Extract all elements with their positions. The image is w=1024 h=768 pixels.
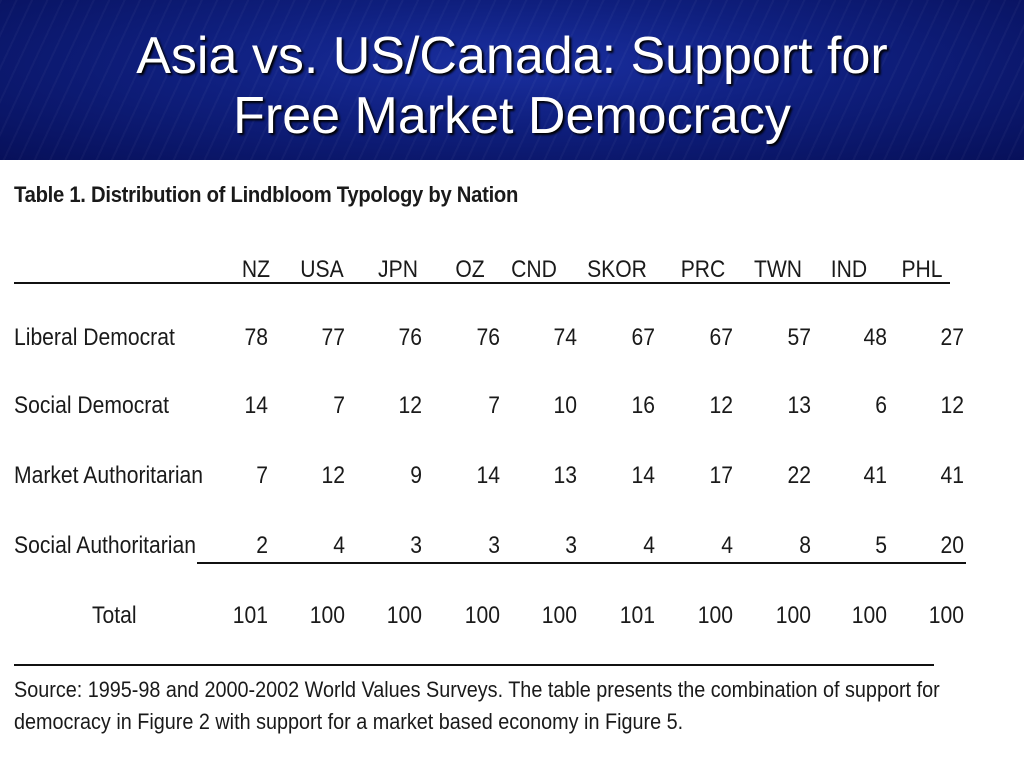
table-cell: 5 — [875, 532, 887, 559]
table-cell: 10 — [553, 392, 577, 419]
table-cell: 2 — [256, 532, 268, 559]
row-label: Liberal Democrat — [14, 324, 175, 351]
source-note: Source: 1995-98 and 2000-2002 World Valu… — [14, 674, 1004, 738]
table-cell: 12 — [709, 392, 733, 419]
table-cell: 22 — [787, 462, 811, 489]
source-note-line-2: democracy in Figure 2 with support for a… — [14, 709, 684, 734]
slide-title: Asia vs. US/Canada: Support for Free Mar… — [0, 26, 1024, 146]
table-cell: 74 — [553, 324, 577, 351]
slide-header: Asia vs. US/Canada: Support for Free Mar… — [0, 0, 1024, 160]
table-cell: 78 — [244, 324, 268, 351]
table-cell: 14 — [631, 462, 655, 489]
source-note-line-1: Source: 1995-98 and 2000-2002 World Valu… — [14, 677, 940, 702]
total-rule — [197, 562, 966, 564]
table-cell: 67 — [709, 324, 733, 351]
table-cell: 57 — [787, 324, 811, 351]
table-cell: 41 — [940, 462, 964, 489]
table-cell: 16 — [631, 392, 655, 419]
table-cell: 3 — [488, 532, 500, 559]
table-cell: 17 — [709, 462, 733, 489]
total-cell: 100 — [775, 602, 811, 629]
total-cell: 100 — [464, 602, 500, 629]
row-label: Social Democrat — [14, 392, 169, 419]
table-cell: 12 — [940, 392, 964, 419]
row-label: Market Authoritarian — [14, 462, 204, 489]
header-background-pattern — [0, 0, 1024, 160]
table-cell: 7 — [256, 462, 268, 489]
total-cell: 100 — [928, 602, 964, 629]
column-header-twn: TWN — [753, 256, 803, 283]
table-cell: 13 — [787, 392, 811, 419]
table-cell: 9 — [410, 462, 422, 489]
table-cell: 14 — [244, 392, 268, 419]
slide-title-line-2: Free Market Democracy — [233, 87, 791, 145]
table-cell: 67 — [631, 324, 655, 351]
total-cell: 100 — [697, 602, 733, 629]
slide-title-line-1: Asia vs. US/Canada: Support for — [136, 27, 888, 85]
total-label: Total — [92, 602, 137, 629]
table-cell: 3 — [410, 532, 422, 559]
column-header-oz: OZ — [455, 256, 485, 283]
table-cell: 12 — [321, 462, 345, 489]
table-cell: 76 — [398, 324, 422, 351]
table-cell: 7 — [488, 392, 500, 419]
column-header-nz: NZ — [241, 256, 271, 283]
table-cell: 4 — [333, 532, 345, 559]
column-header-prc: PRC — [680, 256, 726, 283]
column-header-skor: SKOR — [587, 256, 647, 283]
table-cell: 4 — [721, 532, 733, 559]
row-label: Social Authoritarian — [14, 532, 196, 559]
total-cell: 100 — [386, 602, 422, 629]
table-cell: 27 — [940, 324, 964, 351]
table-cell: 77 — [321, 324, 345, 351]
table-cell: 14 — [476, 462, 500, 489]
column-header-usa: USA — [300, 256, 344, 283]
table-cell: 7 — [333, 392, 345, 419]
table-cell: 8 — [799, 532, 811, 559]
total-cell: 100 — [851, 602, 887, 629]
total-cell: 100 — [541, 602, 577, 629]
column-header-jpn: JPN — [378, 256, 418, 283]
total-cell: 101 — [232, 602, 268, 629]
header-rule — [14, 282, 950, 284]
table-caption: Table 1. Distribution of Lindbloom Typol… — [14, 182, 519, 207]
table-cell: 6 — [875, 392, 887, 419]
table-cell: 4 — [643, 532, 655, 559]
table-image: Table 1. Distribution of Lindbloom Typol… — [0, 160, 1024, 768]
table-cell: 41 — [863, 462, 887, 489]
table-cell: 13 — [553, 462, 577, 489]
footer-rule — [14, 664, 934, 666]
total-cell: 100 — [309, 602, 345, 629]
column-header-cnd: CND — [511, 256, 557, 283]
total-cell: 101 — [619, 602, 655, 629]
table-cell: 12 — [398, 392, 422, 419]
table-cell: 76 — [476, 324, 500, 351]
column-header-phl: PHL — [901, 256, 943, 283]
table-cell: 3 — [565, 532, 577, 559]
table-cell: 48 — [863, 324, 887, 351]
table-cell: 20 — [940, 532, 964, 559]
column-header-ind: IND — [830, 256, 868, 283]
